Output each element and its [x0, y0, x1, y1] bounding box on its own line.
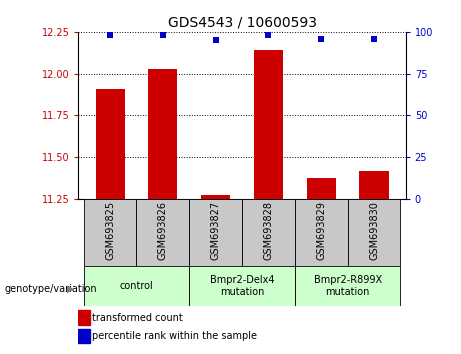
Bar — [360, 171, 389, 199]
Bar — [189, 266, 295, 306]
Point — [212, 38, 219, 43]
Point — [106, 32, 114, 38]
Point — [265, 32, 272, 38]
Bar — [201, 195, 230, 199]
Bar — [295, 266, 401, 306]
Bar — [95, 88, 124, 199]
Text: GSM693826: GSM693826 — [158, 201, 168, 260]
Text: genotype/variation: genotype/variation — [5, 284, 97, 293]
Bar — [83, 199, 136, 266]
Bar — [348, 199, 401, 266]
Text: GSM693827: GSM693827 — [211, 201, 221, 260]
Text: GSM693828: GSM693828 — [263, 201, 273, 260]
Point — [159, 32, 166, 38]
Bar — [242, 199, 295, 266]
Point — [318, 36, 325, 41]
Bar — [136, 199, 189, 266]
Bar — [189, 199, 242, 266]
Text: control: control — [119, 281, 154, 291]
Bar — [148, 69, 177, 199]
Text: Bmpr2-Delx4
mutation: Bmpr2-Delx4 mutation — [210, 275, 274, 297]
Text: Bmpr2-R899X
mutation: Bmpr2-R899X mutation — [313, 275, 382, 297]
Bar — [307, 178, 336, 199]
Text: GSM693829: GSM693829 — [316, 201, 326, 260]
Title: GDS4543 / 10600593: GDS4543 / 10600593 — [167, 15, 317, 29]
Bar — [295, 199, 348, 266]
Point — [370, 36, 378, 41]
Text: GSM693830: GSM693830 — [369, 201, 379, 260]
Text: GSM693825: GSM693825 — [105, 201, 115, 260]
Bar — [78, 310, 90, 325]
Bar — [78, 329, 90, 343]
Text: percentile rank within the sample: percentile rank within the sample — [92, 331, 257, 341]
Text: transformed count: transformed count — [92, 313, 183, 323]
Bar — [254, 50, 283, 199]
Bar — [83, 266, 189, 306]
Text: ▶: ▶ — [67, 284, 74, 293]
